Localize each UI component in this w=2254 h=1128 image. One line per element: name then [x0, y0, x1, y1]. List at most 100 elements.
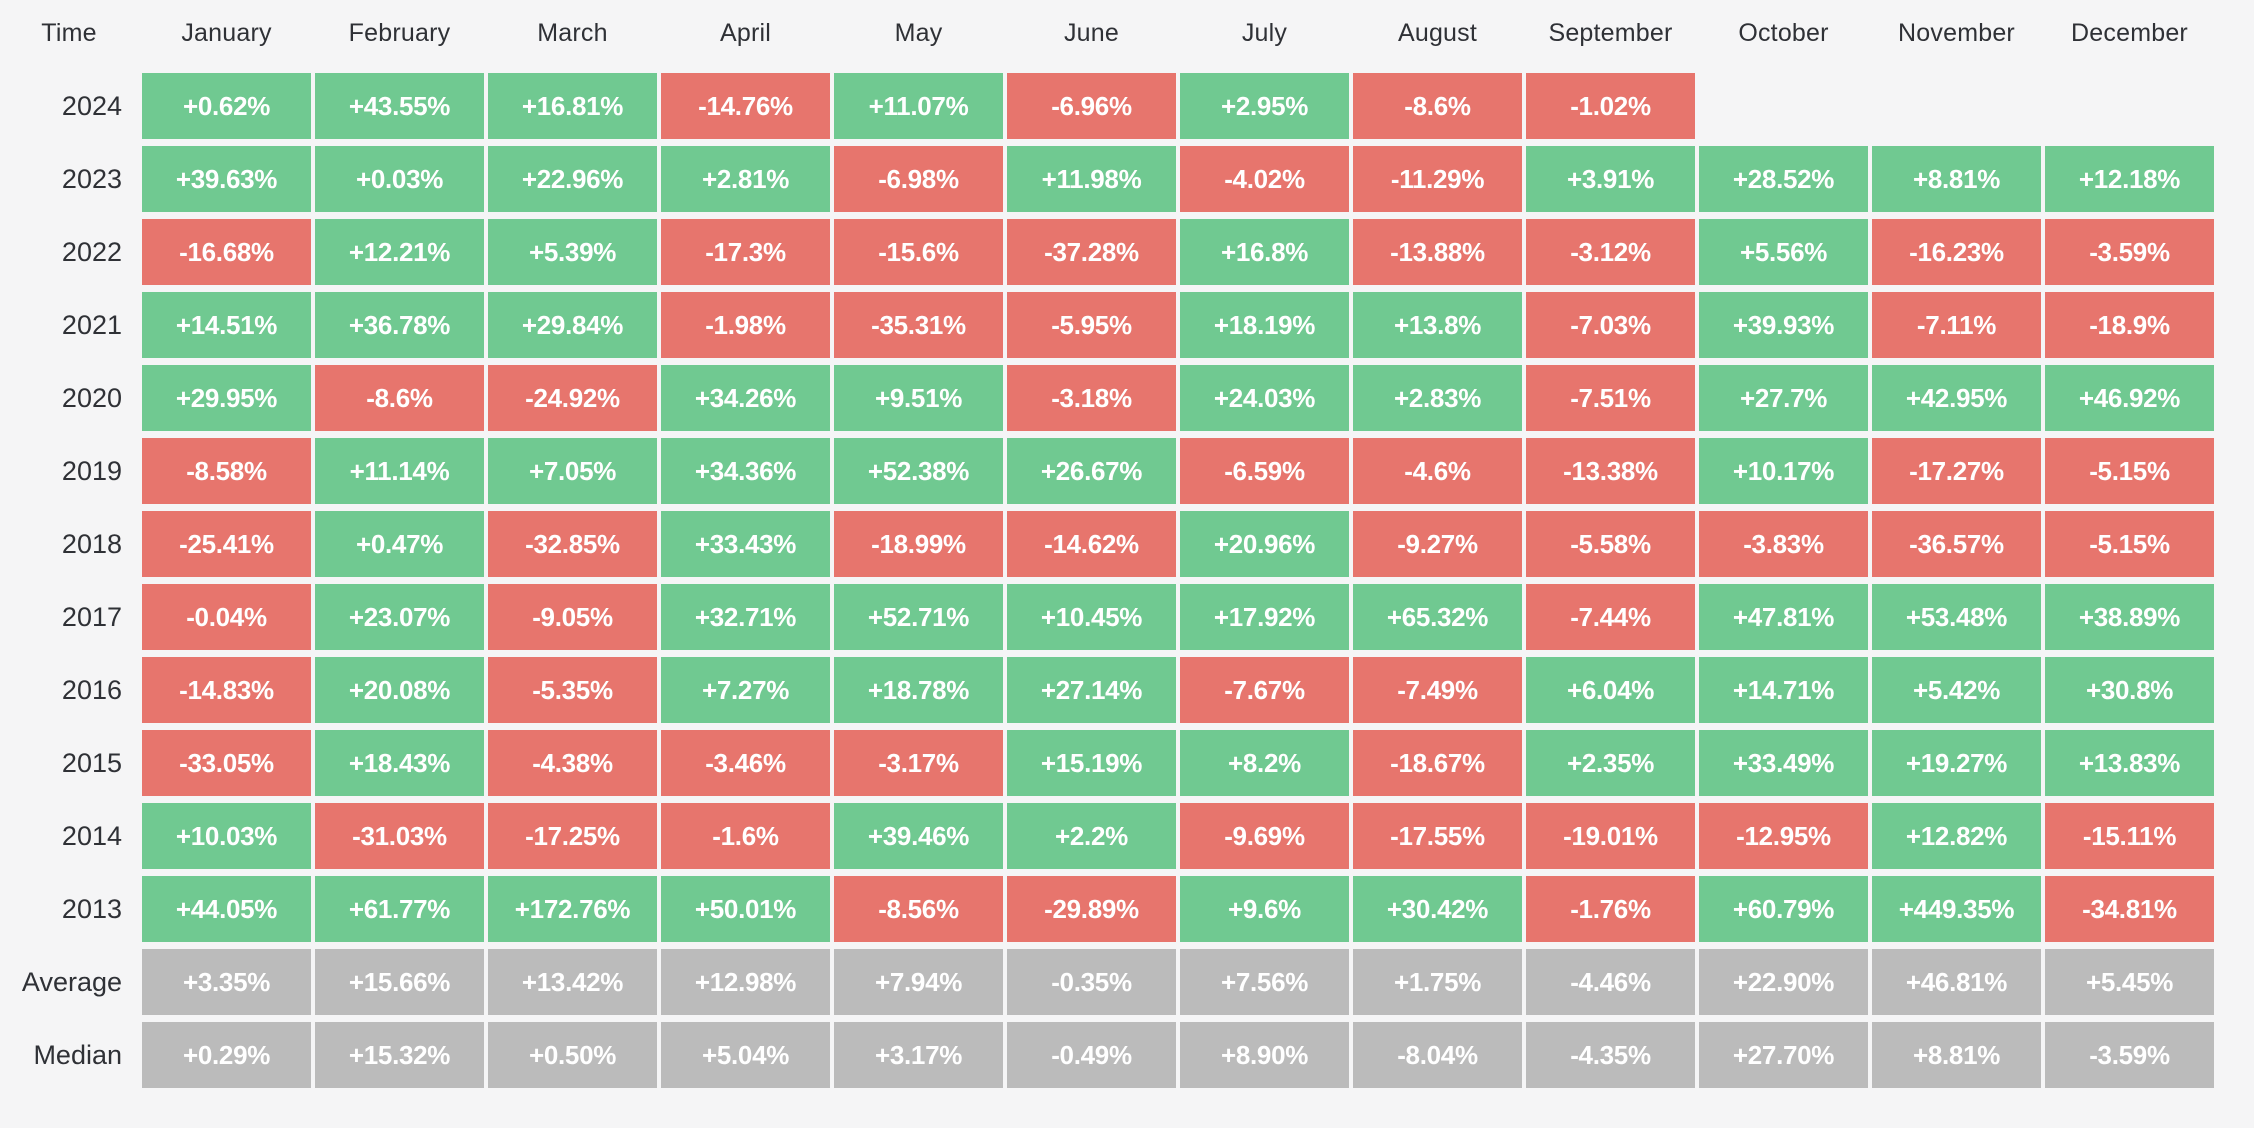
cell-2023-november: +8.81%	[1872, 146, 2041, 212]
cell-median-october: +27.70%	[1699, 1022, 1868, 1088]
cell-2021-july: +18.19%	[1180, 292, 1349, 358]
column-header-august: August	[1397, 18, 1478, 47]
cell-2016-july: -7.67%	[1180, 657, 1349, 723]
cell-median-september: -4.35%	[1526, 1022, 1695, 1088]
cell-2020-february: -8.6%	[315, 365, 484, 431]
cell-2019-august: -4.6%	[1353, 438, 1522, 504]
cell-2019-april: +34.36%	[661, 438, 830, 504]
cell-2015-april: -3.46%	[661, 730, 830, 796]
cell-2021-october: +39.93%	[1699, 292, 1868, 358]
cell-2015-january: -33.05%	[142, 730, 311, 796]
cell-median-december: -3.59%	[2045, 1022, 2214, 1088]
cell-2021-august: +13.8%	[1353, 292, 1522, 358]
cell-2016-november: +5.42%	[1872, 657, 2041, 723]
cell-2018-december: -5.15%	[2045, 511, 2214, 577]
cell-2023-may: -6.98%	[834, 146, 1003, 212]
column-header-october: October	[1738, 18, 1829, 47]
cell-2022-april: -17.3%	[661, 219, 830, 285]
cell-2019-january: -8.58%	[142, 438, 311, 504]
row-label-2022: 2022	[61, 236, 122, 267]
cell-average-august: +1.75%	[1353, 949, 1522, 1015]
cell-2015-september: +2.35%	[1526, 730, 1695, 796]
cell-2015-august: -18.67%	[1353, 730, 1522, 796]
cell-2019-june: +26.67%	[1007, 438, 1176, 504]
cell-2016-august: -7.49%	[1353, 657, 1522, 723]
cell-2021-january: +14.51%	[142, 292, 311, 358]
cell-2019-july: -6.59%	[1180, 438, 1349, 504]
cell-2018-september: -5.58%	[1526, 511, 1695, 577]
cell-2024-april: -14.76%	[661, 73, 830, 139]
cell-2018-january: -25.41%	[142, 511, 311, 577]
cell-average-april: +12.98%	[661, 949, 830, 1015]
cell-2016-march: -5.35%	[488, 657, 657, 723]
cell-2014-november: +12.82%	[1872, 803, 2041, 869]
cell-2019-december: -5.15%	[2045, 438, 2214, 504]
cell-2013-june: -29.89%	[1007, 876, 1176, 942]
cell-2019-november: -17.27%	[1872, 438, 2041, 504]
column-header-june: June	[1063, 18, 1119, 47]
cell-2024-january: +0.62%	[142, 73, 311, 139]
cell-2013-march: +172.76%	[488, 876, 657, 942]
cell-2016-december: +30.8%	[2045, 657, 2214, 723]
cell-2014-february: -31.03%	[315, 803, 484, 869]
cell-2021-may: -35.31%	[834, 292, 1003, 358]
cell-2022-may: -15.6%	[834, 219, 1003, 285]
cell-2024-may: +11.07%	[834, 73, 1003, 139]
cell-2018-july: +20.96%	[1180, 511, 1349, 577]
cell-median-august: -8.04%	[1353, 1022, 1522, 1088]
cell-2017-april: +32.71%	[661, 584, 830, 650]
cell-2019-september: -13.38%	[1526, 438, 1695, 504]
cell-2013-february: +61.77%	[315, 876, 484, 942]
cell-2024-june: -6.96%	[1007, 73, 1176, 139]
cell-2023-january: +39.63%	[142, 146, 311, 212]
cell-2024-december-empty	[2045, 73, 2214, 139]
cell-2014-march: -17.25%	[488, 803, 657, 869]
cell-2017-may: +52.71%	[834, 584, 1003, 650]
cell-2021-february: +36.78%	[315, 292, 484, 358]
column-header-march: March	[537, 18, 608, 47]
cell-2020-may: +9.51%	[834, 365, 1003, 431]
cell-2023-september: +3.91%	[1526, 146, 1695, 212]
cell-2018-june: -14.62%	[1007, 511, 1176, 577]
cell-2023-march: +22.96%	[488, 146, 657, 212]
cell-2015-november: +19.27%	[1872, 730, 2041, 796]
row-label-2021: 2021	[61, 309, 122, 340]
cell-2021-june: -5.95%	[1007, 292, 1176, 358]
cell-2018-march: -32.85%	[488, 511, 657, 577]
cell-2016-june: +27.14%	[1007, 657, 1176, 723]
cell-2022-september: -3.12%	[1526, 219, 1695, 285]
cell-2022-february: +12.21%	[315, 219, 484, 285]
cell-2018-february: +0.47%	[315, 511, 484, 577]
cell-2020-april: +34.26%	[661, 365, 830, 431]
cell-2013-december: -34.81%	[2045, 876, 2214, 942]
cell-2023-october: +28.52%	[1699, 146, 1868, 212]
cell-2017-october: +47.81%	[1699, 584, 1868, 650]
cell-2013-october: +60.79%	[1699, 876, 1868, 942]
cell-2017-march: -9.05%	[488, 584, 657, 650]
cell-2020-september: -7.51%	[1526, 365, 1695, 431]
cell-2017-january: -0.04%	[142, 584, 311, 650]
cell-2017-august: +65.32%	[1353, 584, 1522, 650]
cell-2018-november: -36.57%	[1872, 511, 2041, 577]
cell-average-may: +7.94%	[834, 949, 1003, 1015]
cell-2019-march: +7.05%	[488, 438, 657, 504]
cell-2018-october: -3.83%	[1699, 511, 1868, 577]
cell-2015-october: +33.49%	[1699, 730, 1868, 796]
cell-average-january: +3.35%	[142, 949, 311, 1015]
cell-2024-march: +16.81%	[488, 73, 657, 139]
cell-2014-october: -12.95%	[1699, 803, 1868, 869]
cell-2017-june: +10.45%	[1007, 584, 1176, 650]
row-label-2018: 2018	[61, 528, 122, 559]
cell-2018-may: -18.99%	[834, 511, 1003, 577]
cell-2020-july: +24.03%	[1180, 365, 1349, 431]
cell-2021-march: +29.84%	[488, 292, 657, 358]
cell-2015-march: -4.38%	[488, 730, 657, 796]
cell-2022-october: +5.56%	[1699, 219, 1868, 285]
cell-2017-september: -7.44%	[1526, 584, 1695, 650]
cell-average-june: -0.35%	[1007, 949, 1176, 1015]
cell-2020-january: +29.95%	[142, 365, 311, 431]
cell-2023-july: -4.02%	[1180, 146, 1349, 212]
cell-2020-november: +42.95%	[1872, 365, 2041, 431]
cell-2015-may: -3.17%	[834, 730, 1003, 796]
cell-2013-january: +44.05%	[142, 876, 311, 942]
